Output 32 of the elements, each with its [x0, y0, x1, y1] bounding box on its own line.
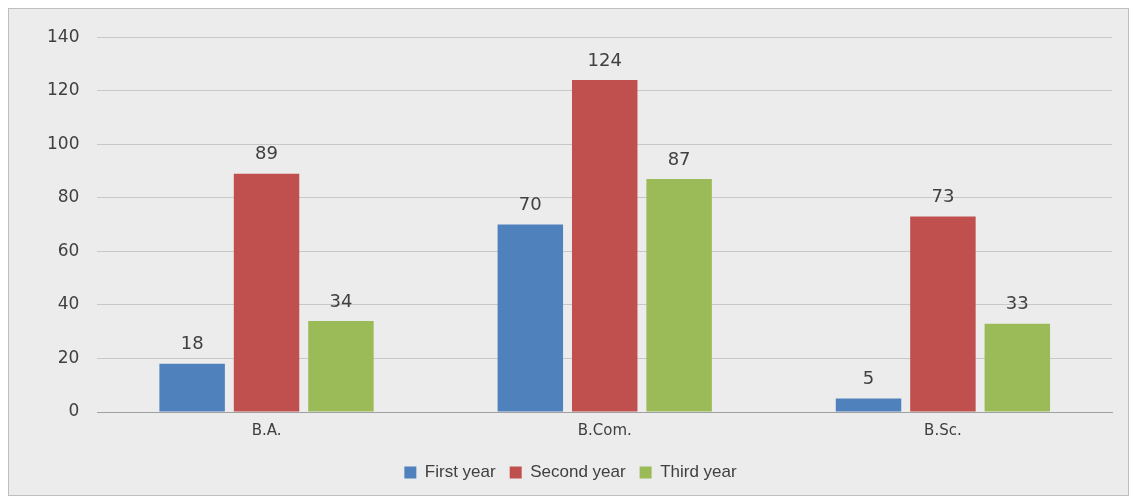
bar: [159, 363, 225, 412]
bar: [308, 320, 374, 412]
data-label: 73: [931, 185, 955, 207]
legend-label: First year: [424, 462, 497, 482]
data-label: 89: [255, 142, 278, 164]
bar: [984, 323, 1051, 412]
data-label: 124: [587, 48, 622, 70]
y-tick-label: 120: [46, 79, 80, 100]
bar: [835, 398, 902, 412]
y-tick-label: 100: [46, 132, 80, 153]
x-tick-label: B.Com.: [577, 420, 632, 439]
bar: [233, 173, 300, 412]
y-tick-label: 20: [57, 346, 80, 367]
legend-label: Third year: [660, 462, 737, 482]
bar: [497, 224, 564, 412]
y-tick-label: 60: [57, 239, 80, 260]
y-tick-label: 140: [46, 25, 80, 46]
x-tick-label: B.A.: [251, 420, 282, 439]
bar: [910, 216, 976, 412]
y-tick-label: 80: [57, 186, 80, 207]
y-tick-label: 40: [57, 293, 80, 314]
data-label: 70: [518, 193, 542, 215]
bar: [646, 179, 712, 412]
bar: [571, 80, 638, 412]
y-tick-label: 0: [68, 400, 80, 421]
data-label: 5: [862, 367, 875, 389]
x-tick-label: B.Sc.: [924, 420, 962, 439]
legend-label: Second year: [530, 462, 626, 482]
data-label: 34: [329, 289, 353, 311]
data-label: 18: [180, 332, 204, 354]
data-label: 87: [667, 147, 691, 169]
data-label: 33: [1005, 292, 1029, 314]
